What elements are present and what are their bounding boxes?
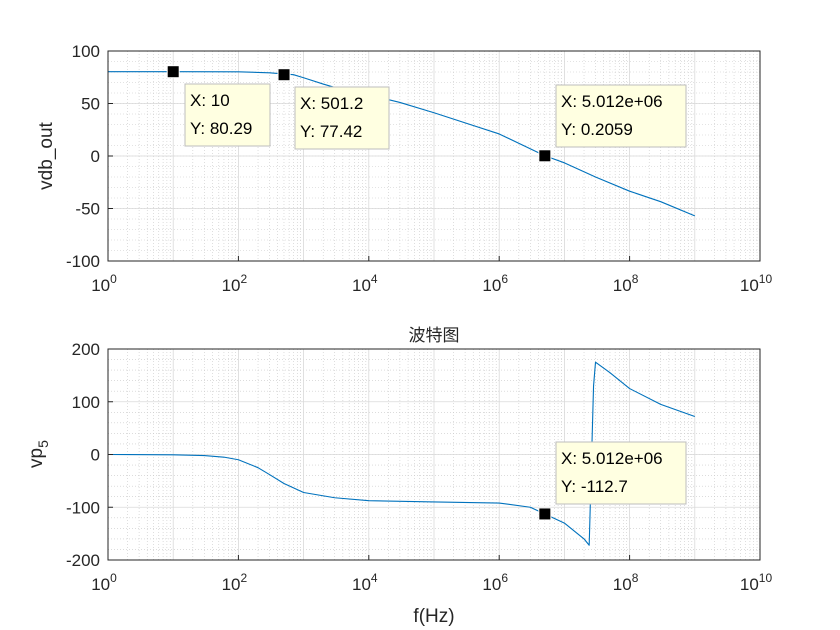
magnitude-xtick-label: 102: [222, 272, 248, 295]
phase-datatip-markers: [538, 507, 552, 521]
phase-xtick-label: 108: [613, 571, 639, 594]
phase-ytick-label: 0: [91, 446, 100, 465]
magnitude-datatip-markers: [166, 65, 552, 163]
phase-xtick-label: 106: [482, 571, 508, 594]
phase-xtick-label: 1010: [740, 571, 773, 594]
phase-ylabel-main: vp: [26, 448, 47, 468]
magnitude-ytick-label: 100: [72, 42, 100, 61]
phase-datatip-x-label: X: 5.012e+06: [561, 449, 663, 468]
magnitude-datatip-y-label: Y: 0.2059: [561, 120, 633, 139]
magnitude-datatip-box: [294, 86, 390, 150]
phase-xtick-label: 102: [222, 571, 248, 594]
magnitude-xtick-label: 100: [91, 272, 117, 295]
phase-ytick-label: -200: [66, 551, 100, 570]
phase-ytick-label: 200: [72, 340, 100, 359]
phase-xlabel: f(Hz): [413, 606, 454, 627]
magnitude-grid: [108, 51, 760, 261]
phase-ylabel-subscript: 5: [35, 440, 51, 448]
magnitude-datatip-marker[interactable]: [277, 68, 291, 82]
magnitude-datatip-y-label: Y: 80.29: [190, 119, 252, 138]
magnitude-ylabel: vdb_out: [36, 121, 57, 189]
magnitude-datatip-marker[interactable]: [538, 149, 552, 163]
phase-ytick-label: 100: [72, 393, 100, 412]
phase-plot-title: 波特图: [409, 326, 460, 345]
magnitude-ytick-label: 0: [91, 147, 100, 166]
magnitude-datatip-marker[interactable]: [166, 65, 180, 79]
phase-datatips: X: 5.012e+06 Y: -112.7: [555, 441, 687, 505]
phase-ytick-label: -100: [66, 498, 100, 517]
magnitude-datatip-box: [184, 83, 271, 147]
magnitude-datatip-x-label: X: 10: [190, 91, 230, 110]
magnitude-ytick-label: -100: [66, 252, 100, 271]
magnitude-datatip-box: [555, 84, 687, 148]
magnitude-xtick-label: 1010: [740, 272, 773, 295]
magnitude-datatip-y-label: Y: 77.42: [300, 122, 362, 141]
phase-datatip-box: [555, 441, 687, 505]
magnitude-xtick-label: 106: [482, 272, 508, 295]
magnitude-xtick-label: 108: [613, 272, 639, 295]
phase-series-line: [107, 361, 695, 546]
magnitude-datatips: X: 10 Y: 80.29 X: 501.2 Y: 77.42 X: 5.012e+0…: [184, 83, 687, 150]
phase-xtick-label: 104: [352, 571, 378, 594]
phase-ylabel: vp5: [26, 440, 51, 468]
magnitude-datatip-x-label: X: 5.012e+06: [561, 92, 663, 111]
phase-series: [107, 361, 695, 546]
phase-datatip-y-label: Y: -112.7: [561, 477, 628, 496]
magnitude-xtick-label: 104: [352, 272, 378, 295]
phase-xtick-label: 100: [91, 571, 117, 594]
magnitude-datatip-x-label: X: 501.2: [300, 94, 363, 113]
phase-datatip-marker[interactable]: [538, 507, 552, 521]
magnitude-ytick-label: -50: [75, 200, 100, 219]
magnitude-ytick-label: 50: [81, 95, 100, 114]
